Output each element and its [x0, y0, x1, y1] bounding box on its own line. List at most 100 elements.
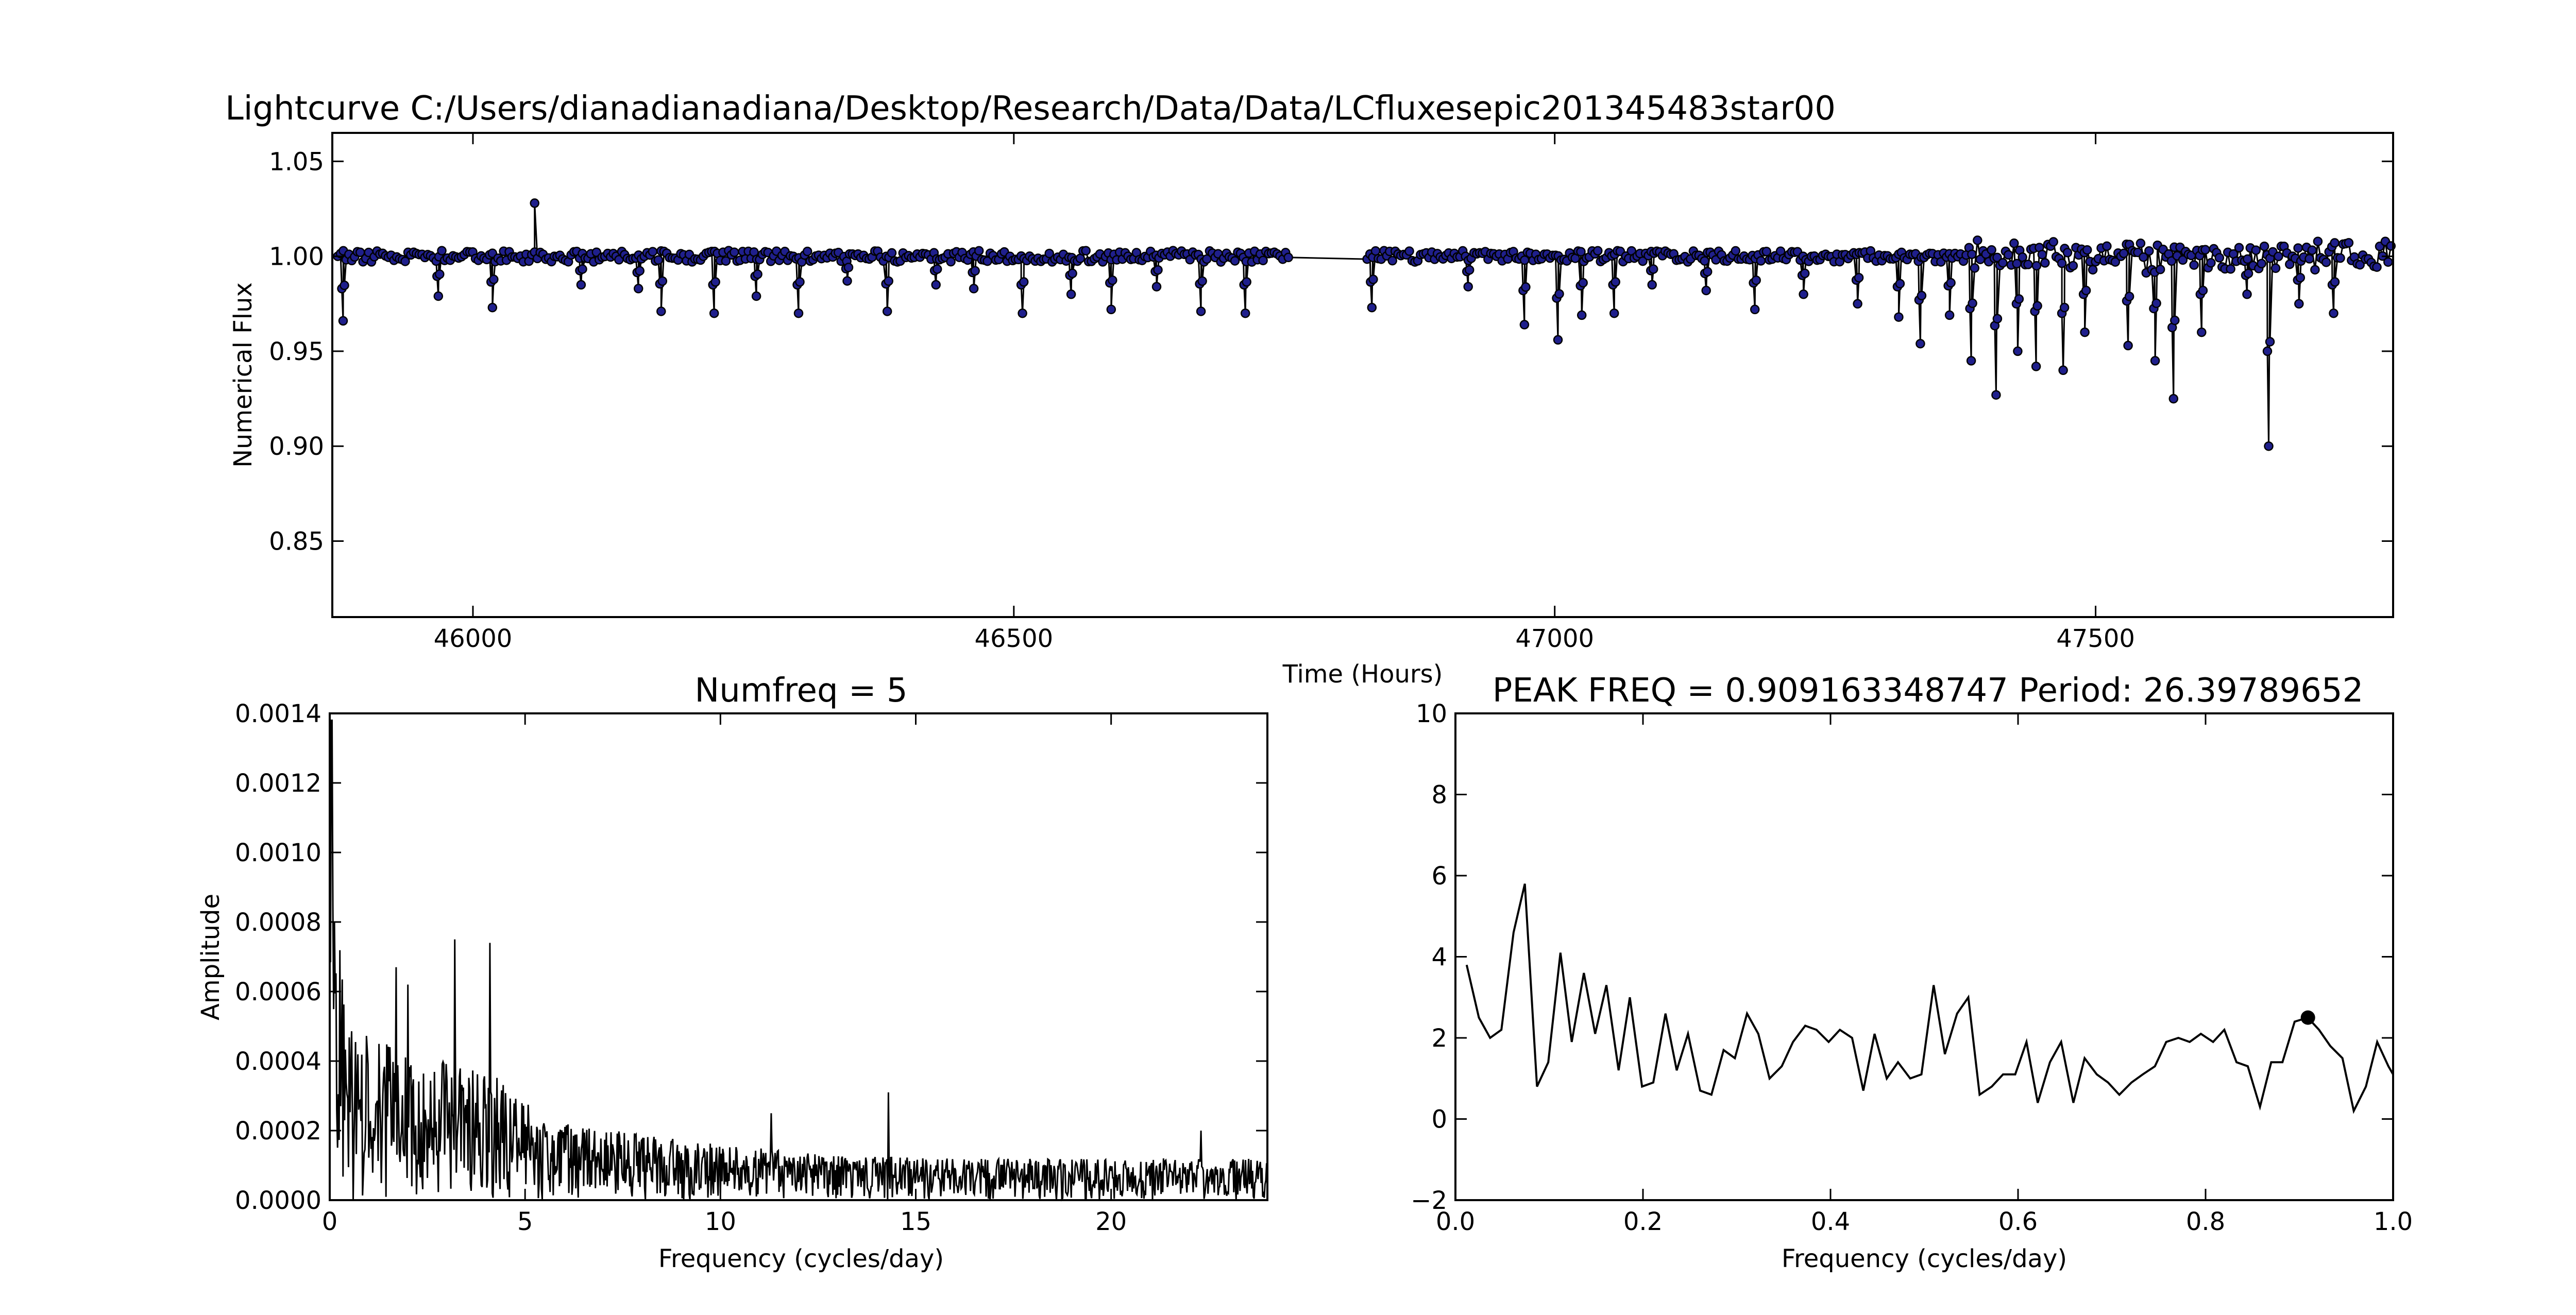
lightcurve-point: [656, 306, 666, 316]
lightcurve-point: [1799, 289, 1808, 299]
lightcurve-point: [2151, 298, 2161, 309]
lightcurve-point: [2062, 248, 2073, 258]
amplitude-line: [329, 720, 1268, 1202]
lightcurve-point: [969, 284, 979, 294]
lightcurve-point: [2170, 315, 2180, 326]
lightcurve-point: [721, 256, 731, 266]
y-tick-label: 4: [1431, 943, 1447, 972]
lightcurve-point: [1966, 356, 1976, 366]
lightcurve-axes-frame: [331, 132, 2394, 618]
lightcurve-point: [887, 248, 897, 258]
lightcurve-point: [1701, 285, 1711, 296]
lightcurve-point: [2155, 264, 2165, 275]
lightcurve-point: [487, 302, 498, 313]
lightcurve-point: [884, 276, 893, 286]
lightcurve-point: [1240, 308, 1250, 318]
lightcurve-point: [2198, 285, 2208, 296]
peakfreq-ticks: 0.0 0.2 0.4 0.6 0.8 1.0 −2 0 2 4 6 8 10: [1411, 699, 2413, 1236]
x-tick-label: 0.0: [1436, 1207, 1475, 1236]
y-tick-label: 6: [1431, 862, 1447, 891]
y-tick-label: 8: [1431, 781, 1447, 810]
lightcurve-point: [1853, 299, 1862, 309]
lightcurve-point: [2257, 259, 2266, 268]
y-tick-label: 1.00: [269, 243, 324, 271]
lightcurve-point: [1750, 304, 1760, 315]
lightcurve-point: [2189, 260, 2199, 270]
x-tick-label: 47000: [1515, 624, 1594, 653]
lightcurve-point: [2251, 245, 2261, 255]
amplitude-ticks: 0 5 10 15 20 0.0000 0.0002 0.0004 0.0006 0.0008 0.…: [235, 699, 1267, 1236]
lightcurve-point: [1800, 268, 1810, 279]
lightcurve-point: [710, 277, 720, 287]
lightcurve-point: [1196, 306, 1206, 316]
lightcurve-point: [489, 275, 499, 284]
lightcurve-point: [2285, 259, 2295, 269]
lightcurve-point: [2059, 302, 2070, 313]
lightcurve-point: [730, 247, 739, 257]
lightcurve-point: [1081, 246, 1091, 255]
amplitude-ylabel: Amplitude: [196, 894, 225, 1020]
lightcurve-point: [2206, 258, 2216, 268]
lightcurve-point: [2057, 258, 2067, 268]
lightcurve-point: [2243, 254, 2252, 264]
lightcurve-point: [437, 246, 447, 255]
lightcurve-point: [1894, 312, 1904, 322]
lightcurve-point: [1761, 247, 1772, 257]
peakfreq-xlabel: Frequency (cycles/day): [1782, 1244, 2067, 1273]
lightcurve-point: [1917, 291, 1927, 301]
lightcurve-point: [1991, 390, 2001, 400]
lightcurve-point: [842, 276, 852, 286]
lightcurve-line: [337, 203, 2392, 447]
lightcurve-point: [2014, 294, 2024, 304]
y-tick-label: 0: [1431, 1105, 1447, 1134]
lightcurve-point: [578, 264, 587, 274]
lightcurve-point: [2243, 268, 2253, 279]
lightcurve-point: [400, 257, 410, 266]
lightcurve-point: [793, 308, 804, 318]
peakfreq-axes-frame: [1454, 712, 2394, 1201]
lightcurve-point: [2321, 257, 2331, 267]
lightcurve-point: [751, 291, 761, 301]
y-tick-label: 0.90: [269, 432, 324, 461]
lightcurve-point: [653, 255, 664, 265]
lightcurve-point: [2102, 241, 2112, 251]
y-tick-label: 0.85: [269, 527, 324, 556]
y-tick-label: 0.0002: [235, 1117, 321, 1146]
lightcurve-point: [2344, 238, 2354, 248]
lightcurve-point: [882, 306, 892, 316]
lightcurve-point: [2031, 261, 2042, 271]
lightcurve-point: [1944, 310, 1955, 320]
lightcurve-point: [2037, 249, 2047, 260]
lightcurve-point: [1968, 298, 1977, 309]
y-tick-label: 0.0010: [235, 839, 321, 867]
lightcurve-point: [1611, 277, 1620, 287]
lightcurve-plot-area: [333, 198, 2396, 451]
lightcurve-point: [1197, 276, 1207, 286]
lightcurve-xlabel: Time (Hours): [1282, 660, 1443, 689]
lightcurve-point: [795, 277, 805, 287]
lightcurve-point: [2197, 327, 2207, 337]
lightcurve-point: [1019, 277, 1029, 287]
lightcurve-point: [2082, 245, 2092, 255]
peakfreq-panel: PEAK FREQ = 0.909163348747 Period: 26.39…: [1411, 672, 2413, 1273]
lightcurve-point: [1044, 248, 1054, 259]
lightcurve-point: [530, 198, 539, 208]
lightcurve-point: [2383, 257, 2393, 267]
lightcurve-point: [2295, 272, 2306, 283]
x-tick-label: 47500: [2056, 624, 2135, 653]
lightcurve-point: [1648, 264, 1658, 274]
lightcurve-point: [648, 247, 658, 257]
lightcurve-point: [2355, 260, 2365, 270]
lightcurve-point: [2242, 289, 2252, 299]
lightcurve-point: [2150, 356, 2160, 366]
lightcurve-point: [2178, 255, 2188, 265]
lightcurve-point: [1593, 246, 1603, 256]
lightcurve-point: [2262, 346, 2273, 356]
lightcurve-point: [2274, 251, 2283, 262]
lightcurve-point: [1756, 256, 1766, 266]
lightcurve-point: [2144, 246, 2154, 256]
lightcurve-point: [1998, 258, 2008, 268]
lightcurve-point: [2110, 257, 2121, 267]
lightcurve-point: [2265, 337, 2275, 347]
